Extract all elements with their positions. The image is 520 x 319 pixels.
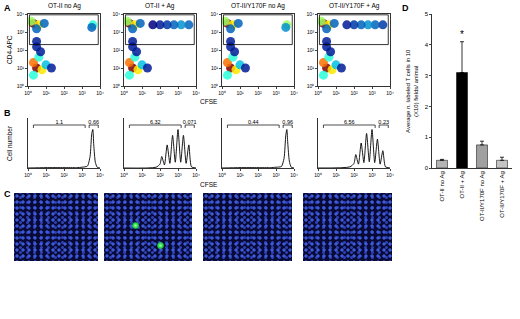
svg-text:10¹: 10¹ (138, 90, 146, 96)
svg-text:6.32: 6.32 (150, 119, 161, 125)
svg-text:10²: 10² (17, 47, 25, 53)
svg-text:0.071: 0.071 (183, 119, 197, 125)
svg-text:0.66: 0.66 (88, 119, 99, 125)
svg-text:OT-II/Y170F no Ag: OT-II/Y170F no Ag (479, 171, 485, 221)
svg-text:A: A (4, 3, 11, 13)
svg-text:10³: 10³ (174, 172, 182, 178)
svg-text:10²: 10² (350, 172, 358, 178)
svg-text:10²: 10² (350, 90, 358, 96)
svg-text:10³: 10³ (272, 172, 280, 178)
svg-text:10³: 10³ (272, 90, 280, 96)
svg-text:10⁴: 10⁴ (386, 90, 394, 96)
svg-text:1: 1 (425, 134, 429, 140)
svg-text:10⁰: 10⁰ (113, 83, 121, 89)
svg-text:OT-II/Y170F no Ag: OT-II/Y170F no Ag (231, 2, 285, 10)
svg-text:10⁴: 10⁴ (96, 172, 104, 178)
svg-text:10³: 10³ (174, 90, 182, 96)
svg-text:OT-II no Ag: OT-II no Ag (439, 171, 445, 201)
svg-text:10¹: 10¹ (42, 172, 50, 178)
svg-text:10⁰: 10⁰ (120, 172, 128, 178)
svg-text:10¹: 10¹ (42, 90, 50, 96)
svg-text:10⁰: 10⁰ (24, 172, 32, 178)
svg-text:10⁰: 10⁰ (218, 172, 226, 178)
svg-text:10³: 10³ (78, 172, 86, 178)
svg-text:0: 0 (425, 165, 429, 171)
svg-text:10³: 10³ (368, 172, 376, 178)
svg-text:1.1: 1.1 (55, 119, 63, 125)
svg-text:2: 2 (425, 104, 429, 110)
svg-text:10²: 10² (60, 90, 68, 96)
svg-text:Average n. labeled T cells in: Average n. labeled T cells in 10(X10) fi… (405, 49, 419, 133)
svg-text:4: 4 (425, 42, 429, 48)
svg-text:10³: 10³ (78, 90, 86, 96)
svg-text:10⁴: 10⁴ (16, 11, 24, 17)
svg-text:10⁴: 10⁴ (306, 11, 314, 17)
svg-text:CD4-APC: CD4-APC (6, 35, 13, 64)
svg-text:10⁴: 10⁴ (112, 11, 120, 17)
svg-text:10²: 10² (254, 90, 262, 96)
svg-text:10¹: 10¹ (307, 65, 315, 71)
svg-text:10³: 10³ (307, 29, 315, 35)
svg-text:6.56: 6.56 (344, 119, 355, 125)
svg-text:10¹: 10¹ (211, 65, 219, 71)
svg-text:10³: 10³ (113, 29, 121, 35)
svg-text:10⁴: 10⁴ (290, 172, 298, 178)
svg-text:10⁰: 10⁰ (211, 83, 219, 89)
svg-text:OT-II/Y170F + Ag: OT-II/Y170F + Ag (329, 2, 380, 10)
svg-text:10⁰: 10⁰ (314, 172, 322, 178)
svg-text:0.44: 0.44 (248, 119, 259, 125)
svg-text:OT-II/Y170F + Ag: OT-II/Y170F + Ag (499, 171, 505, 218)
svg-text:0.23: 0.23 (378, 119, 389, 125)
svg-text:10¹: 10¹ (138, 172, 146, 178)
svg-text:OT-II no Ag: OT-II no Ag (48, 2, 81, 10)
svg-text:10⁴: 10⁴ (210, 11, 218, 17)
svg-text:10²: 10² (156, 172, 164, 178)
svg-text:CFSE: CFSE (200, 98, 218, 105)
svg-text:10²: 10² (113, 47, 121, 53)
svg-text:10²: 10² (156, 90, 164, 96)
svg-text:10¹: 10¹ (113, 65, 121, 71)
svg-text:10⁴: 10⁴ (192, 172, 200, 178)
svg-text:10³: 10³ (211, 29, 219, 35)
svg-text:10¹: 10¹ (236, 90, 244, 96)
svg-text:10⁰: 10⁰ (218, 90, 226, 96)
svg-text:B: B (4, 108, 11, 118)
svg-text:10²: 10² (60, 172, 68, 178)
svg-text:10²: 10² (254, 172, 262, 178)
svg-text:10¹: 10¹ (332, 172, 340, 178)
svg-text:10¹: 10¹ (332, 90, 340, 96)
svg-text:OT-II + Ag: OT-II + Ag (145, 2, 175, 10)
svg-text:5: 5 (425, 11, 429, 17)
svg-text:3: 3 (425, 73, 429, 79)
svg-text:0.96: 0.96 (282, 119, 293, 125)
svg-text:10¹: 10¹ (17, 65, 25, 71)
svg-text:10²: 10² (307, 47, 315, 53)
svg-text:10⁰: 10⁰ (120, 90, 128, 96)
svg-text:10⁰: 10⁰ (24, 90, 32, 96)
svg-text:10¹: 10¹ (236, 172, 244, 178)
svg-text:C: C (4, 189, 11, 199)
svg-text:10³: 10³ (368, 90, 376, 96)
svg-text:10²: 10² (211, 47, 219, 53)
svg-text:*: * (460, 29, 464, 40)
svg-text:10⁰: 10⁰ (17, 83, 25, 89)
svg-text:10⁴: 10⁴ (192, 90, 200, 96)
svg-text:10⁴: 10⁴ (96, 90, 104, 96)
svg-text:Cell number: Cell number (6, 125, 13, 161)
svg-text:OT-II + Ag: OT-II + Ag (459, 171, 465, 198)
svg-text:CFSE: CFSE (200, 181, 218, 188)
svg-text:10⁰: 10⁰ (307, 83, 315, 89)
svg-text:10⁴: 10⁴ (386, 172, 394, 178)
svg-text:10⁰: 10⁰ (314, 90, 322, 96)
svg-text:D: D (402, 3, 409, 13)
svg-text:10³: 10³ (17, 29, 25, 35)
svg-text:10⁴: 10⁴ (290, 90, 298, 96)
